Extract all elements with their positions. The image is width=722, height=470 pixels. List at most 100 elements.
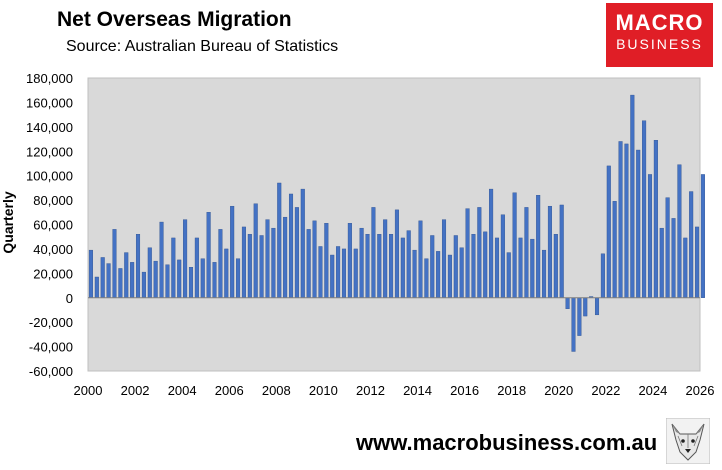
chart-title: Net Overseas Migration (57, 8, 292, 31)
bar (600, 253, 605, 298)
bar (124, 252, 129, 298)
bar (224, 248, 229, 298)
x-tick-label: 2018 (497, 383, 526, 398)
bar (271, 227, 276, 298)
bar (441, 219, 447, 298)
bar (353, 248, 358, 298)
bar (247, 234, 252, 298)
x-tick-label: 2026 (686, 383, 715, 398)
bar (700, 174, 705, 298)
x-tick-label: 2000 (74, 383, 103, 398)
bar (100, 257, 105, 298)
chart-subtitle: Source: Australian Bureau of Statistics (66, 38, 339, 55)
bar (336, 246, 341, 298)
bar (318, 246, 323, 298)
bar (230, 205, 235, 298)
bar (106, 263, 111, 298)
y-tick-label: -60,000 (29, 364, 73, 379)
bar (147, 247, 152, 298)
bar (265, 219, 270, 298)
bar (283, 216, 288, 298)
bar (606, 165, 611, 298)
bar (165, 264, 170, 298)
bar (500, 214, 505, 298)
bar (571, 297, 576, 352)
bar (177, 259, 182, 298)
bar (642, 120, 647, 298)
bar (524, 207, 529, 298)
bar (483, 231, 488, 298)
bar (259, 235, 264, 298)
bar (630, 94, 635, 298)
bar (506, 252, 511, 298)
bar (171, 237, 176, 298)
bar (577, 297, 582, 336)
bar (624, 143, 629, 298)
bar (583, 297, 588, 317)
bar (659, 227, 664, 298)
bar (389, 234, 394, 298)
bar (194, 237, 199, 298)
bar (300, 188, 305, 298)
bar (288, 193, 294, 298)
bar (453, 235, 458, 298)
bar (341, 248, 347, 298)
y-tick-label: 80,000 (33, 193, 73, 208)
bar (671, 218, 676, 298)
bar (447, 254, 452, 298)
bar (312, 220, 317, 298)
y-tick-label: 120,000 (26, 144, 73, 159)
bar (459, 247, 464, 298)
plot-area (87, 77, 701, 372)
bar (324, 223, 329, 298)
bar (430, 235, 435, 298)
bar (553, 234, 558, 298)
bar (530, 238, 535, 298)
y-tick-label: 20,000 (33, 266, 73, 281)
x-tick-label: 2020 (544, 383, 573, 398)
logo-line-1: MACRO (615, 10, 704, 35)
bar (365, 234, 370, 298)
bar (253, 203, 258, 298)
logo-line-2: BUSINESS (616, 36, 703, 52)
y-tick-label: 60,000 (33, 218, 73, 233)
bar (394, 209, 399, 298)
footer-url: www.macrobusiness.com.au (356, 430, 658, 455)
bar (377, 234, 382, 298)
bar (465, 208, 470, 298)
bar (200, 258, 205, 298)
bar (695, 226, 700, 298)
bar (306, 229, 311, 298)
bar (135, 234, 141, 298)
y-tick-label: 160,000 (26, 95, 73, 110)
bar (406, 230, 411, 298)
bar (330, 254, 335, 298)
x-tick-label: 2022 (591, 383, 620, 398)
bar (153, 260, 158, 298)
x-tick-label: 2010 (309, 383, 338, 398)
bar (112, 229, 117, 298)
bar (236, 258, 241, 298)
bar (618, 141, 623, 298)
bar (512, 192, 517, 298)
bar (494, 237, 500, 298)
x-tick-label: 2008 (262, 383, 291, 398)
bar (436, 251, 441, 298)
bar (565, 297, 570, 309)
bar (647, 174, 653, 298)
bar (665, 197, 670, 298)
y-tick-label: 0 (66, 291, 73, 306)
y-tick-label: 180,000 (26, 71, 73, 86)
bar (594, 297, 600, 316)
y-tick-label: -20,000 (29, 315, 73, 330)
bar (542, 249, 547, 298)
bar (489, 188, 494, 298)
bar (212, 262, 217, 298)
bar (159, 221, 164, 298)
bar (612, 201, 617, 298)
y-tick-label: 140,000 (26, 120, 73, 135)
bar (94, 276, 99, 298)
bar (412, 249, 417, 298)
bar (371, 207, 376, 298)
